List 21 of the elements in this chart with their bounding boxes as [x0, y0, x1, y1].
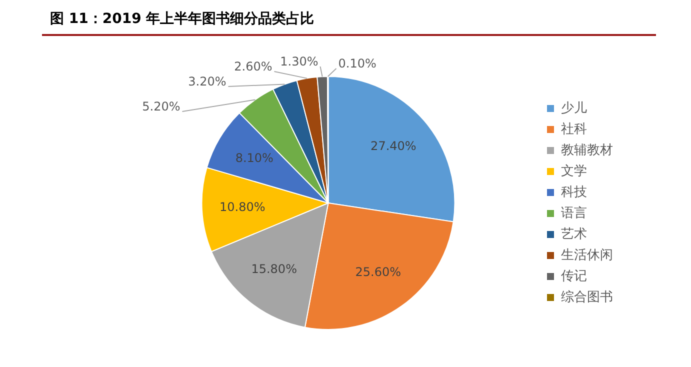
legend-label: 教辅教材: [561, 142, 613, 158]
legend-label: 艺术: [561, 226, 587, 242]
data-label: 10.80%: [219, 200, 266, 214]
legend-label: 社科: [561, 122, 587, 137]
legend-label: 语言: [561, 204, 587, 221]
legend-label: 文学: [561, 164, 587, 179]
chart-title: 图 11：2019 年上半年图书细分品类占比: [42, 8, 656, 36]
data-label: 8.10%: [235, 151, 274, 166]
legend-label: 少儿: [561, 100, 587, 116]
data-label: 1.30%: [280, 54, 318, 69]
legend-label: 综合图书: [561, 290, 613, 305]
data-label: 27.40%: [370, 139, 416, 153]
data-label: 2.60%: [234, 60, 272, 74]
data-label: 5.20%: [142, 100, 180, 114]
data-label: 3.20%: [188, 74, 226, 89]
legend-label: 传记: [561, 268, 587, 284]
legend-label: 生活休闲: [561, 248, 613, 263]
data-label: 0.10%: [338, 56, 376, 71]
legend-label: 科技: [561, 184, 587, 200]
data-label: 25.60%: [355, 265, 401, 280]
data-label: 15.80%: [251, 262, 297, 276]
